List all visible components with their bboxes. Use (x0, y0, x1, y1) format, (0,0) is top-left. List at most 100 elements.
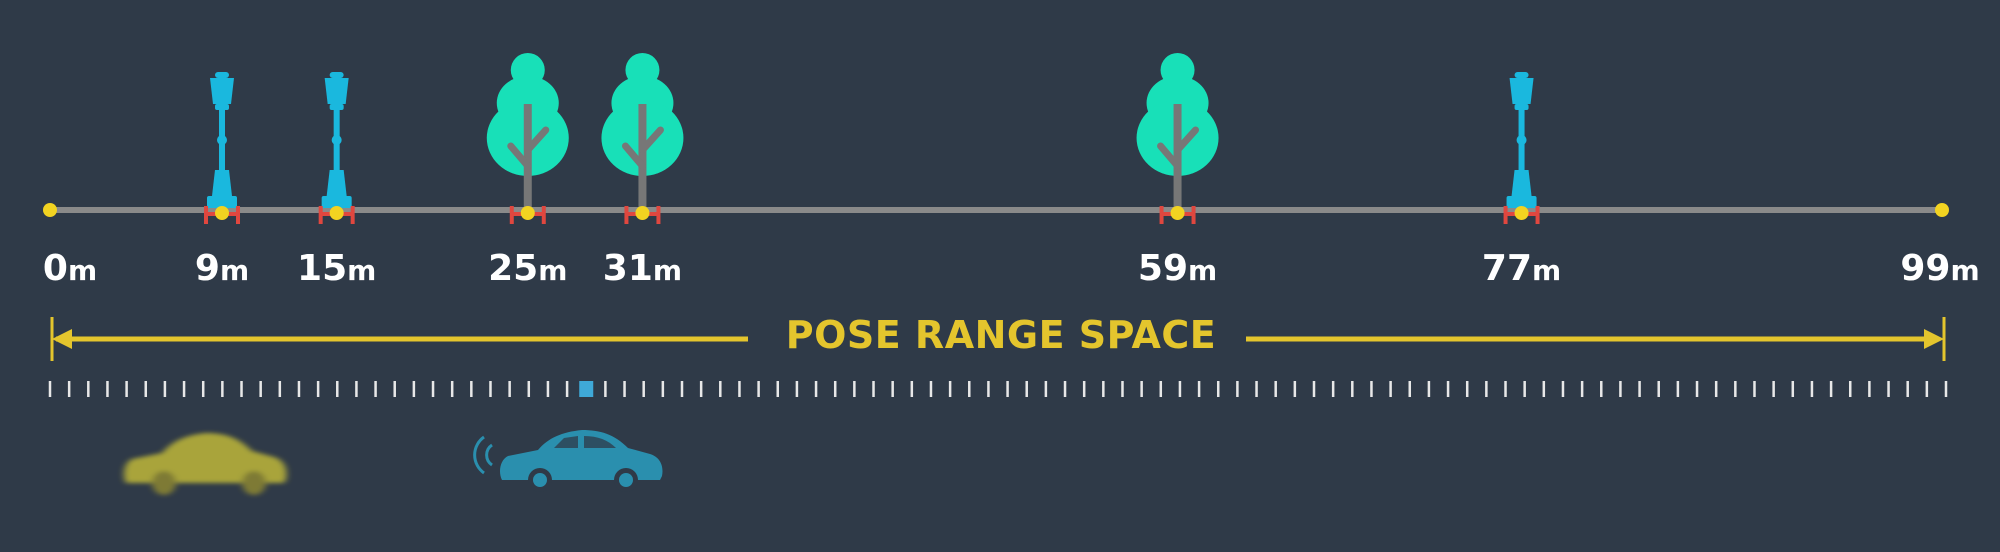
pose-tick (1504, 381, 1507, 397)
pose-tick (1925, 381, 1929, 397)
pose-tick (1446, 381, 1450, 397)
landmark-lamp (1503, 72, 1540, 224)
pose-tick (240, 381, 243, 397)
landmark-tree (486, 53, 569, 224)
pose-tick (546, 381, 550, 397)
pose-tick (1293, 381, 1297, 397)
pose-tick (1197, 381, 1201, 397)
pose-tick (182, 381, 186, 397)
pose-tick (1523, 381, 1526, 397)
pose-tick (929, 381, 933, 397)
pose-tick (87, 381, 90, 397)
pose-tick-strip (48, 381, 1948, 397)
pose-tick (1044, 381, 1048, 397)
pose-tick (297, 381, 301, 397)
pose-tick (508, 381, 511, 397)
distance-label: 25m (488, 248, 567, 289)
pose-tick (757, 381, 760, 397)
pose-tick (431, 381, 435, 397)
pose-tick (1140, 381, 1143, 397)
pose-tick (412, 381, 416, 397)
distance-value: 77 (1482, 248, 1532, 289)
pose-tick (1178, 381, 1182, 397)
pose-range-arrow: POSE RANGE SPACE (50, 313, 1946, 361)
tree-icon (1136, 53, 1219, 208)
street-lamp-icon (321, 72, 352, 208)
range-right-arrowhead (1924, 329, 1944, 349)
pose-tick (1216, 381, 1220, 397)
pose-tick (814, 381, 818, 397)
distance-value: 9 (195, 248, 220, 289)
pose-tick (489, 381, 492, 397)
endpoint-dot (1935, 203, 1949, 217)
pose-tick (259, 381, 262, 397)
pose-tick (968, 381, 971, 397)
distance-unit: m (1950, 254, 1979, 287)
landmark-position-dot (635, 206, 650, 220)
pose-tick (125, 381, 128, 397)
distance-label: 59m (1138, 248, 1217, 289)
pose-tick (1236, 381, 1239, 397)
pose-tick (1600, 381, 1603, 397)
range-left-arrowhead (52, 329, 72, 349)
pose-tick (910, 381, 914, 397)
distance-value: 25 (488, 248, 538, 289)
track-endpoints (43, 203, 1949, 217)
pose-tick (661, 381, 665, 397)
pose-tick (795, 381, 799, 397)
pose-tick (699, 381, 703, 397)
pose-tick (833, 381, 837, 397)
pose-tick (565, 381, 569, 397)
pose-tick (1810, 381, 1814, 397)
pose-tick (1868, 381, 1871, 397)
street-lamp-icon (1506, 72, 1537, 208)
distance-label: 0m (43, 248, 97, 289)
pose-tick (1006, 381, 1009, 397)
ghost-car-icon (124, 433, 287, 495)
pose-tick (891, 381, 894, 397)
pose-tick (221, 381, 224, 397)
pose-tick (1102, 381, 1105, 397)
distance-unit: m (220, 254, 249, 287)
pose-tick (48, 381, 52, 397)
current-pose-tick (579, 381, 594, 397)
distance-value: 31 (603, 248, 653, 289)
distance-label: 9m (195, 248, 249, 289)
pose-tick (144, 381, 148, 397)
vehicles (124, 430, 663, 495)
pose-tick (1906, 381, 1909, 397)
pose-tick (642, 381, 645, 397)
pose-tick (1465, 381, 1469, 397)
distance-unit: m (1532, 254, 1561, 287)
landmark-position-dot (1170, 206, 1185, 220)
pose-tick (1351, 381, 1354, 397)
pose-tick (872, 381, 875, 397)
pose-tick (1427, 381, 1431, 397)
pose-tick (1274, 381, 1277, 397)
street-lamp-icon (207, 72, 237, 208)
pose-tick (680, 381, 684, 397)
endpoint-dot (43, 203, 57, 217)
pose-tick (374, 381, 377, 397)
pose-tick (67, 381, 71, 397)
pose-tick (1848, 381, 1852, 397)
pose-tick (1485, 381, 1488, 397)
landmark-lamp (204, 72, 240, 224)
pose-tick (450, 381, 454, 397)
landmark-tree (1136, 53, 1219, 224)
pose-tick (853, 381, 856, 397)
landmark-lamp (318, 72, 355, 224)
pose-tick (163, 381, 167, 397)
distance-unit: m (538, 254, 567, 287)
pose-tick (336, 381, 339, 397)
pose-tick (201, 381, 205, 397)
pose-tick (1619, 381, 1622, 397)
distance-label: 15m (297, 248, 376, 289)
pose-tick (1312, 381, 1316, 397)
pose-tick (1676, 381, 1680, 397)
pose-tick (1389, 381, 1392, 397)
distance-value: 0 (43, 248, 68, 289)
pose-tick (1753, 381, 1756, 397)
pose-tick (1580, 381, 1584, 397)
range-title: POSE RANGE SPACE (786, 313, 1217, 357)
